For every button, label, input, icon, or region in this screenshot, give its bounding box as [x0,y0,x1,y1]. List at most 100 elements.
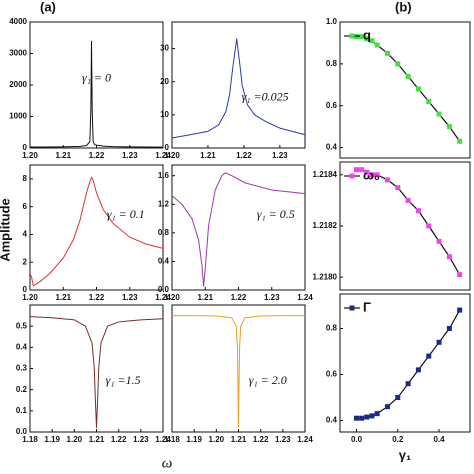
marker [457,272,463,278]
y-tick-label: 6 [23,202,28,211]
data-line [172,315,305,428]
x-tick-label: 1.22 [231,293,247,302]
x-tick-label: 1.18 [164,435,180,444]
x-tick-label: 1.21 [55,151,71,160]
x-tick-label: 1.22 [236,151,252,160]
marker [395,61,401,67]
x-tick-label: 1.22 [253,435,269,444]
marker [359,415,365,421]
y-tick-label: 1.0 [326,17,338,26]
data-line [356,169,461,275]
marker [436,339,442,345]
x-tick-label: 1.20 [164,151,180,160]
plot-frame [339,161,471,291]
marker [426,353,432,359]
y-tick-label: 0.6 [326,101,338,110]
annotation: γ₁ = 2.0 [249,373,287,387]
x-tick-label: 1.21 [200,151,216,160]
data-line [29,316,164,428]
y-tick-label: 0.0 [16,427,28,436]
x-tick-label: 1.23 [272,151,288,160]
data-line [171,172,306,287]
y-tick-label: 20 [160,77,169,86]
x-tick-label: 1.24 [155,293,171,302]
y-tick-label: 0.6 [326,370,338,379]
data-line [356,309,461,419]
y-tick-label: 8 [23,174,28,183]
y-tick-label: 0.8 [158,228,170,237]
plot-frame [29,304,164,433]
marker [384,50,390,56]
marker [415,367,421,373]
y-tick-label: 0.5 [16,321,28,330]
marker [359,167,365,173]
marker [426,223,432,229]
marker [369,38,375,44]
plot-frame [339,21,471,159]
y-tick-label: 0.4 [326,416,338,425]
x-tick-label: 1.22 [89,151,105,160]
marker [446,254,452,260]
plot-frame [171,164,306,291]
y-tick-label: 1.2182 [313,221,338,230]
annotation: γ₁ = 0.5 [257,207,295,221]
plot-frame [29,21,164,149]
marker [374,42,380,48]
marker [364,169,370,175]
marker [384,177,390,183]
x-axis-label: γ₁ [399,447,412,462]
marker [415,86,421,92]
x-tick-label: 1.20 [67,435,83,444]
y-tick-label: 0.4 [326,143,338,152]
y-tick-label: 2000 [9,80,27,89]
data-line [356,36,461,142]
x-tick-label: 1.23 [122,293,138,302]
data-line [171,38,306,139]
x-tick-label: 1.23 [122,151,138,160]
legend-label: q [363,27,371,42]
x-tick-label: 1.21 [231,435,247,444]
y-tick-label: 1000 [9,112,27,121]
legend-marker [349,173,355,179]
marker [354,34,360,40]
y-tick-label: 0.4 [158,257,170,266]
legend-marker [349,305,355,311]
marker [436,111,442,117]
y-tick-label: 0.1 [16,406,28,415]
panel-label: (b) [395,0,412,14]
x-tick-label: 1.22 [111,435,127,444]
x-tick-label: 0.2 [392,435,404,444]
y-axis-label: Amplitude [0,198,12,262]
y-tick-label: 3000 [9,49,27,58]
x-tick-label: 1.19 [186,435,202,444]
marker [364,36,370,42]
annotation: γ₁ = 0 [82,70,111,84]
x-tick-label: 1.24 [155,435,171,444]
marker [374,172,380,178]
x-tick-label: 1.21 [197,293,213,302]
annotation: γ₁ =1.5 [106,373,141,387]
x-tick-label: 1.22 [89,293,105,302]
marker [457,138,463,144]
y-tick-label: 0.4 [16,342,28,351]
y-tick-label: 4 [23,230,28,239]
marker [446,326,452,331]
y-tick-label: 1.2184 [313,170,338,179]
x-tick-label: 1.23 [264,293,280,302]
x-tick-label: 1.19 [44,435,60,444]
marker [354,167,360,173]
x-tick-label: 0.0 [351,435,363,444]
y-tick-label: 1.2 [158,199,170,208]
data-line [29,176,164,287]
marker [384,404,390,410]
x-tick-label: 1.18 [22,435,38,444]
plot-frame [339,293,471,433]
y-tick-label: 1.2180 [313,272,338,281]
x-tick-label: 1.23 [133,435,149,444]
marker [436,238,442,244]
marker [364,414,370,420]
y-tick-label: 2 [23,257,28,266]
legend-label: Γ [363,299,371,314]
x-axis-label: ω [162,455,173,471]
y-tick-label: 0.0 [158,285,170,294]
